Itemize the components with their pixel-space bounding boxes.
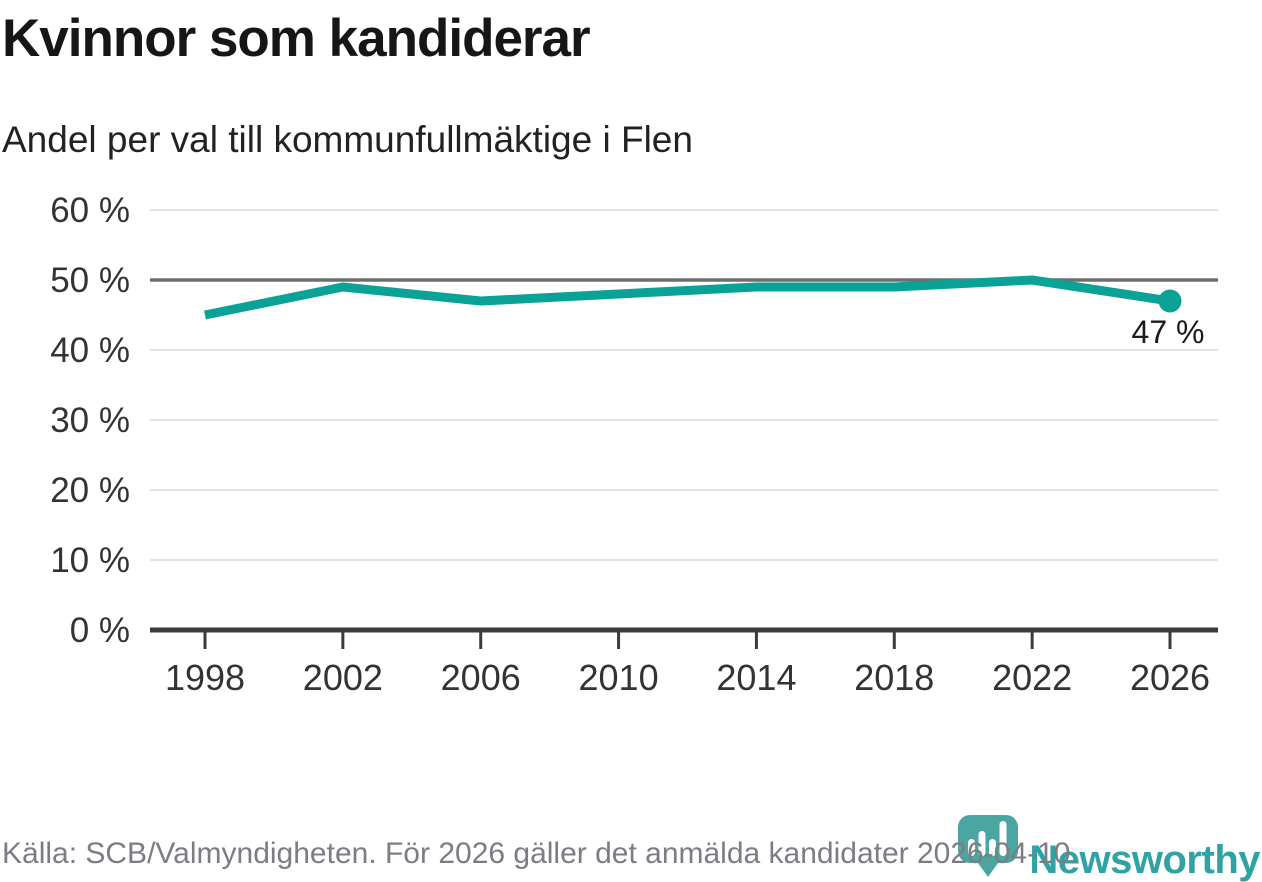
x-tick-label: 2002 — [303, 657, 383, 698]
chart-title: Kvinnor som kandiderar — [2, 9, 591, 68]
y-tick-label: 20 % — [50, 471, 130, 510]
chart-header: Kvinnor som kandiderar Andel per val til… — [0, 0, 1262, 161]
line-chart-canvas: 0 % 10 % 20 % 30 % 40 % 50 % 60 % 1998 2002 2006 2… — [50, 191, 1218, 698]
source-note: Källa: SCB/Valmyndigheten. För 2026 gäll… — [2, 837, 1079, 870]
y-tick-label: 10 % — [50, 541, 130, 580]
y-tick-label: 60 % — [50, 191, 130, 230]
logo-bar-2 — [978, 831, 986, 856]
series-line — [204, 275, 1171, 320]
logo-bar-3 — [989, 839, 997, 856]
brand-name: Newsworthy — [1029, 838, 1260, 882]
x-tick-label: 2022 — [992, 657, 1072, 698]
x-tick-label: 2018 — [854, 657, 934, 698]
newsworthy-logo: Newsworthy — [956, 813, 1260, 882]
chart-footer: Källa: SCB/Valmyndigheten. För 2026 gäll… — [0, 805, 1262, 882]
y-tick-label: 30 % — [50, 401, 130, 440]
x-tick-label: 1998 — [165, 657, 245, 698]
logo-bar-4 — [999, 821, 1007, 856]
y-tick-label: 40 % — [50, 331, 130, 370]
end-point-label: 47 % — [1132, 314, 1205, 350]
newsworthy-pin-barchart-icon — [958, 815, 1019, 877]
logo-bar-1 — [968, 839, 976, 856]
y-tick-label: 0 % — [70, 611, 130, 650]
x-tick-label: 2014 — [716, 657, 796, 698]
x-tick-label: 2026 — [1130, 657, 1210, 698]
y-tick-label: 50 % — [50, 261, 130, 300]
end-point-dot — [1158, 289, 1182, 313]
x-tick-label: 2010 — [579, 657, 659, 698]
x-tick-label: 2006 — [441, 657, 521, 698]
line-chart: 0 % 10 % 20 % 30 % 40 % 50 % 60 % 1998 2002 2006 2… — [0, 175, 1262, 720]
chart-subtitle: Andel per val till kommunfullmäktige i F… — [2, 119, 693, 161]
